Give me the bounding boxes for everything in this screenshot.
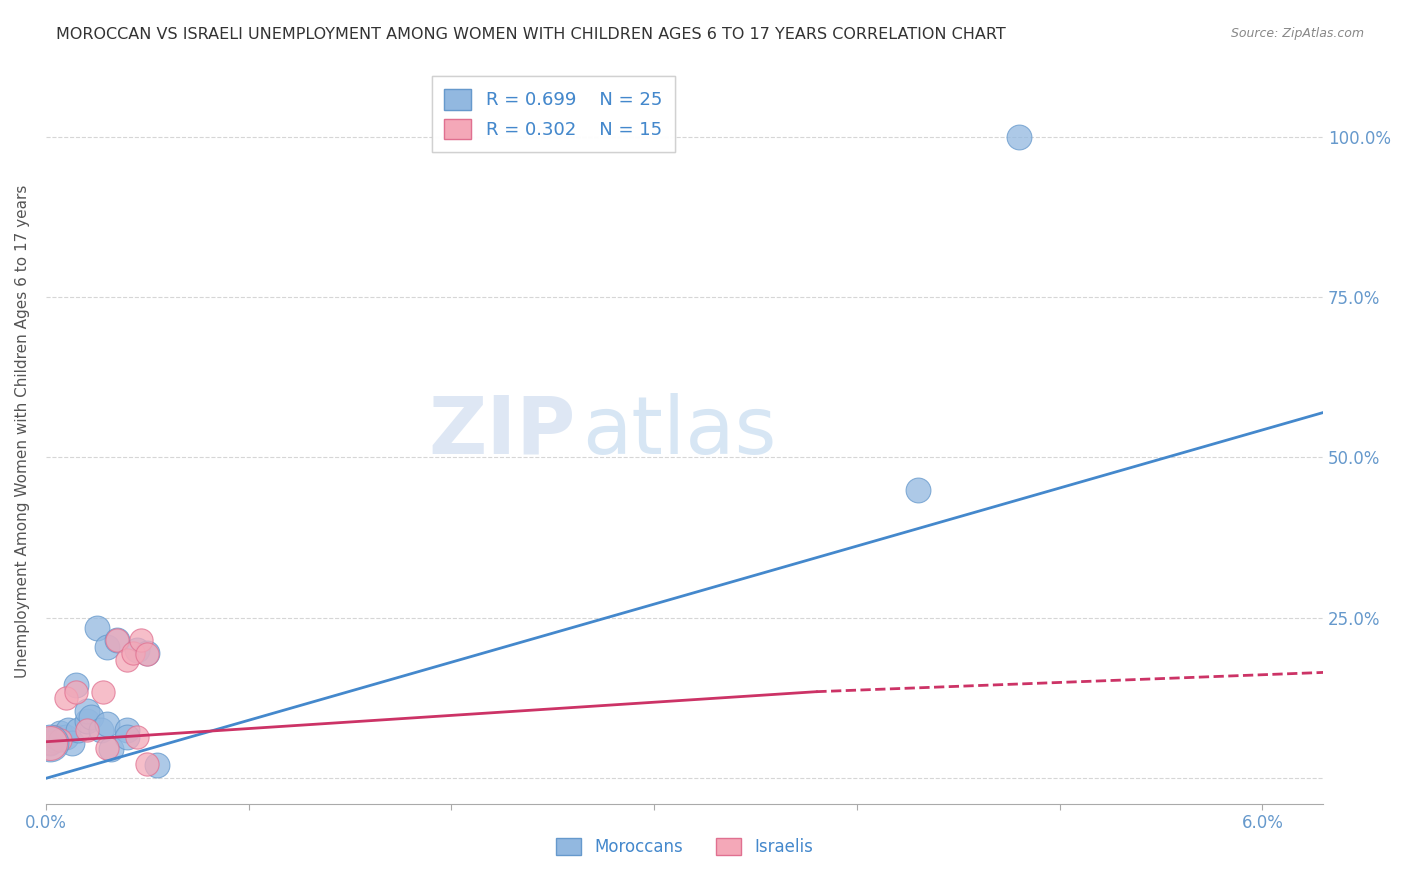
Point xyxy=(136,757,159,772)
Point xyxy=(100,742,122,756)
Point xyxy=(115,723,138,738)
Point xyxy=(96,740,118,755)
Text: ZIP: ZIP xyxy=(429,392,576,471)
Point xyxy=(60,736,83,750)
Point xyxy=(115,730,138,744)
Point xyxy=(76,723,98,738)
Point xyxy=(58,723,80,738)
Point xyxy=(127,730,149,744)
Point xyxy=(49,726,72,740)
Point xyxy=(136,646,159,660)
Point xyxy=(79,710,101,724)
Point xyxy=(76,704,98,718)
Point xyxy=(907,483,929,497)
Point xyxy=(129,633,152,648)
Point xyxy=(65,678,87,692)
Point xyxy=(1008,129,1031,144)
Point xyxy=(115,652,138,666)
Point xyxy=(96,640,118,654)
Y-axis label: Unemployment Among Women with Children Ages 6 to 17 years: Unemployment Among Women with Children A… xyxy=(15,186,30,679)
Point xyxy=(86,620,108,634)
Text: MOROCCAN VS ISRAELI UNEMPLOYMENT AMONG WOMEN WITH CHILDREN AGES 6 TO 17 YEARS CO: MOROCCAN VS ISRAELI UNEMPLOYMENT AMONG W… xyxy=(56,27,1005,42)
Point xyxy=(39,736,62,750)
Point xyxy=(42,732,65,747)
Point xyxy=(39,736,62,750)
Point xyxy=(105,633,128,648)
Point xyxy=(96,716,118,731)
Point xyxy=(76,714,98,728)
Legend: R = 0.699    N = 25, R = 0.302    N = 15: R = 0.699 N = 25, R = 0.302 N = 15 xyxy=(432,76,675,152)
Text: Source: ZipAtlas.com: Source: ZipAtlas.com xyxy=(1230,27,1364,40)
Point xyxy=(39,736,62,750)
Point xyxy=(46,730,69,744)
Point xyxy=(105,633,128,648)
Point xyxy=(136,648,159,662)
Point xyxy=(122,646,145,660)
Point xyxy=(39,736,62,750)
Point xyxy=(55,730,77,744)
Point xyxy=(90,723,112,738)
Point xyxy=(127,643,149,657)
Point xyxy=(146,758,169,772)
Point xyxy=(55,691,77,706)
Point xyxy=(91,684,114,698)
Point xyxy=(42,730,65,744)
Point xyxy=(67,723,90,738)
Point xyxy=(49,732,72,747)
Text: atlas: atlas xyxy=(582,392,776,471)
Point xyxy=(65,684,87,698)
